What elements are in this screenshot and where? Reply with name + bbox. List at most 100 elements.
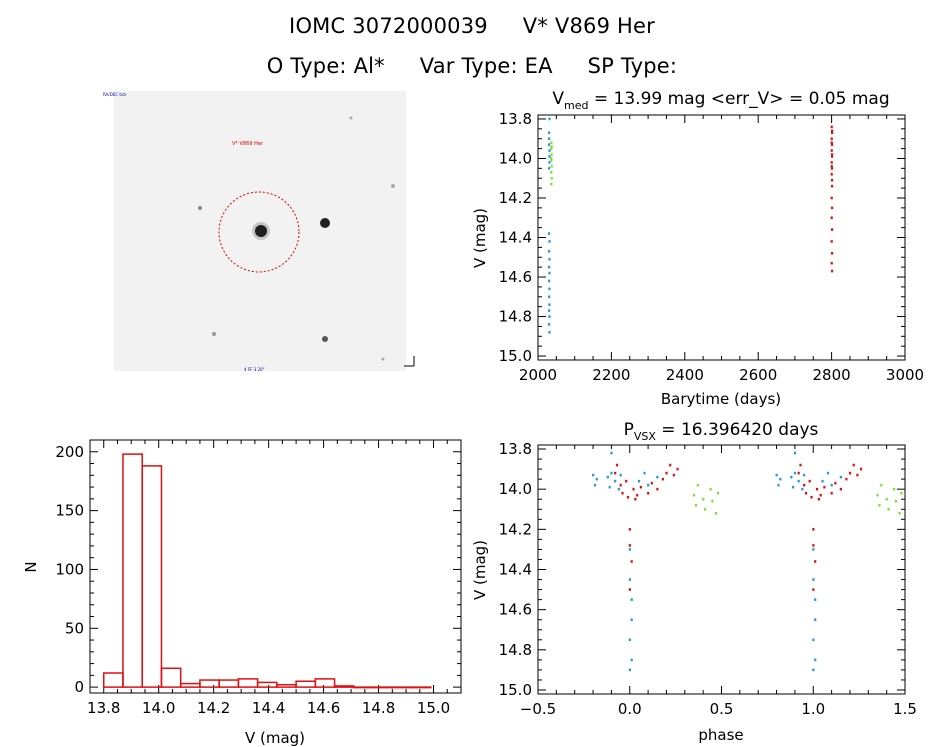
phased-xlabel: phase: [698, 726, 743, 744]
histogram-bar: [218, 679, 240, 688]
data-point: [887, 507, 890, 511]
x-tick-label: 2800: [813, 366, 851, 384]
data-point: [830, 161, 833, 164]
data-point: [619, 473, 622, 477]
histogram-bar: [372, 686, 394, 689]
figure-title-line1: IOMC 3072000039 V* V869 Her: [0, 14, 944, 38]
data-point: [830, 149, 833, 152]
data-point: [714, 511, 718, 515]
object-type: O Type: Al*: [266, 54, 385, 78]
y-tick-label: 14.2: [499, 520, 532, 538]
data-point: [694, 503, 698, 507]
data-point: [711, 499, 714, 503]
data-point: [830, 125, 833, 129]
x-tick-label: 15.0: [417, 699, 450, 717]
data-point: [814, 560, 817, 563]
histogram-bar: [256, 681, 278, 688]
data-point: [614, 479, 617, 483]
data-point: [614, 471, 617, 475]
data-point: [880, 483, 883, 487]
data-point: [830, 261, 833, 265]
x-tick-label: 1.5: [893, 700, 917, 718]
x-tick-label: 2000: [519, 366, 557, 384]
data-point: [817, 497, 820, 501]
data-point: [550, 147, 553, 150]
data-point: [550, 145, 553, 148]
data-point: [548, 240, 551, 243]
data-point: [548, 155, 551, 158]
data-point: [548, 232, 551, 235]
phased-plot: PVSX = 16.396420 days phase V (mag) −0.5…: [471, 420, 917, 744]
x-tick-label: 3000: [886, 366, 924, 384]
data-point: [830, 483, 833, 487]
data-point: [878, 503, 881, 507]
data-point: [892, 487, 896, 491]
data-point: [830, 167, 834, 170]
object-id: IOMC 3072000039: [289, 14, 488, 38]
data-point: [548, 137, 551, 141]
data-point: [610, 471, 613, 475]
data-point: [830, 131, 834, 135]
data-point: [900, 491, 903, 495]
data-point: [593, 483, 597, 487]
data-point: [630, 598, 633, 601]
spectral-type: SP Type:: [587, 54, 678, 78]
data-point: [885, 497, 888, 501]
y-tick-label: 100: [55, 560, 84, 578]
data-point: [626, 495, 630, 499]
data-point: [628, 588, 631, 591]
data-point: [839, 487, 842, 491]
data-point: [830, 155, 834, 158]
data-point: [894, 499, 898, 503]
y-tick-label: 14.2: [499, 189, 532, 207]
data-point: [632, 487, 635, 491]
data-point: [550, 141, 553, 144]
histogram-bar: [353, 686, 374, 689]
y-tick-label: 14.4: [499, 229, 532, 247]
data-point: [628, 668, 631, 672]
histogram-bar: [410, 686, 432, 689]
histogram-frame: [89, 439, 462, 694]
data-point: [830, 216, 833, 220]
data-point: [812, 638, 815, 642]
data-point: [819, 493, 822, 497]
data-point: [808, 479, 811, 483]
data-point: [815, 487, 819, 491]
data-point: [550, 165, 553, 168]
variable-type: Var Type: EA: [419, 54, 553, 78]
histogram-bar: [237, 678, 259, 688]
star-name: V* V869 Her: [522, 14, 655, 38]
lightcurve-title: Vmed = 13.99 mag <err_V> = 0.05 mag: [552, 89, 889, 112]
histogram-bar: [199, 679, 220, 688]
lightcurve-frame: [537, 114, 906, 361]
data-point: [812, 528, 815, 531]
data-point: [617, 487, 620, 491]
data-point: [814, 658, 817, 662]
data-point: [830, 252, 834, 255]
data-point: [650, 481, 653, 485]
x-tick-label: 14.0: [142, 699, 175, 717]
histogram-bar: [122, 453, 143, 688]
target-circle: [218, 191, 300, 273]
histogram-bar: [276, 684, 297, 688]
data-point: [830, 153, 834, 156]
data-point: [548, 295, 551, 299]
data-point: [812, 668, 815, 672]
data-point: [702, 497, 705, 501]
target-star-halo: [252, 222, 270, 240]
data-point: [692, 493, 696, 497]
data-point: [848, 471, 852, 475]
x-tick-label: −0.5: [520, 700, 556, 718]
data-point: [592, 473, 595, 477]
data-point: [550, 157, 553, 160]
y-tick-label: 200: [55, 443, 84, 461]
phased-title: PVSX = 16.396420 days: [624, 420, 819, 443]
y-tick-label: 0: [74, 678, 84, 696]
data-point: [548, 250, 551, 253]
data-point: [619, 483, 622, 487]
data-point: [608, 485, 611, 489]
data-point: [621, 491, 624, 495]
data-point: [856, 473, 859, 477]
y-tick-label: 50: [65, 619, 84, 637]
